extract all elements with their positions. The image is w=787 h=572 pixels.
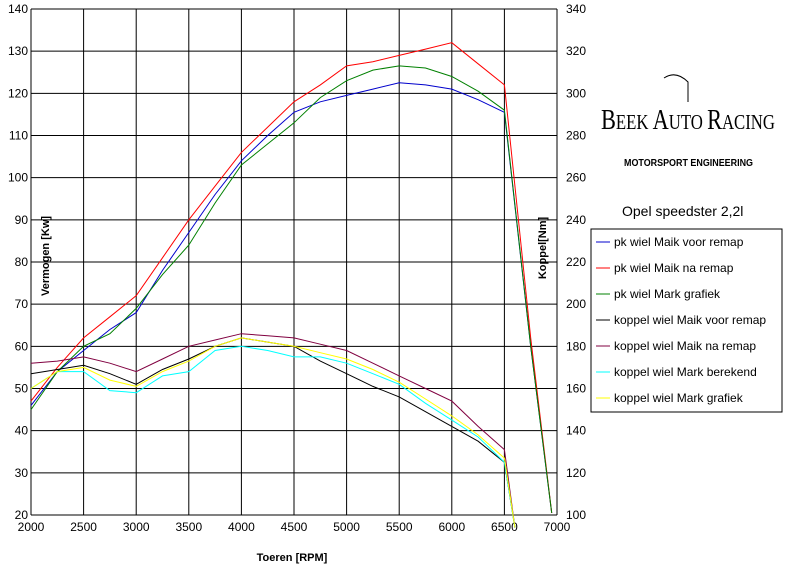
x-tick-label: 4000 — [228, 520, 255, 534]
right-y-axis-label: Koppel[Nm] — [537, 217, 549, 280]
series-line — [30, 42, 553, 513]
legend-entry: pk wiel Maik voor remap — [614, 235, 744, 249]
legend-entry: koppel wiel Mark berekend — [614, 365, 757, 379]
left-y-tick-label: 30 — [15, 466, 29, 480]
legend-entry: pk wiel Maik na remap — [614, 261, 734, 275]
plot-grid — [30, 8, 558, 516]
x-tick-label: 6500 — [491, 520, 518, 534]
series-line — [30, 345, 516, 528]
legend: Opel speedster 2,2l pk wiel Maik voor re… — [590, 203, 783, 413]
left-y-tick-label: 130 — [8, 44, 28, 58]
right-y-tick-label: 300 — [566, 86, 586, 100]
brand-logo: BEEK AUTO RACING MOTORSPORT ENGINEERING — [601, 74, 775, 169]
right-y-tick-label: 260 — [566, 171, 586, 185]
left-y-tick-label: 120 — [8, 86, 28, 100]
legend-box — [590, 228, 783, 413]
left-y-tick-label: 90 — [15, 213, 29, 227]
brand-name: BEEK AUTO RACING — [601, 105, 775, 136]
right-y-tick-label: 340 — [566, 2, 586, 16]
left-y-tick-label: 20 — [15, 508, 29, 522]
left-y-tick-label: 50 — [15, 382, 29, 396]
series-line — [30, 82, 553, 513]
right-y-tick-label: 320 — [566, 44, 586, 58]
x-tick-label: 3500 — [175, 520, 202, 534]
chart-title: Opel speedster 2,2l — [622, 203, 743, 219]
right-y-tick-label: 120 — [566, 466, 586, 480]
plot-area — [30, 42, 553, 528]
x-tick-label: 2500 — [70, 520, 97, 534]
left-y-tick-label: 70 — [15, 297, 29, 311]
x-tick-label: 7000 — [544, 520, 571, 534]
right-y-tick-label: 140 — [566, 424, 586, 438]
legend-entry: koppel wiel Maik na remap — [614, 339, 756, 353]
axis-ticks: 2000 2500 3000 3500 4000 4500 5000 5500 6000 6500… — [8, 2, 586, 534]
x-tick-label: 4500 — [281, 520, 308, 534]
left-y-tick-label: 40 — [15, 424, 29, 438]
series-line — [30, 65, 553, 513]
series-line — [30, 333, 516, 528]
left-y-tick-label: 60 — [15, 339, 29, 353]
x-tick-label: 2000 — [18, 520, 45, 534]
brand-subtitle: MOTORSPORT ENGINEERING — [624, 158, 753, 169]
right-y-tick-label: 200 — [566, 297, 586, 311]
legend-entry: koppel wiel Mark grafiek — [614, 391, 744, 405]
x-tick-label: 5000 — [333, 520, 360, 534]
x-tick-label: 3000 — [123, 520, 150, 534]
right-y-tick-label: 160 — [566, 382, 586, 396]
x-tick-label: 5500 — [386, 520, 413, 534]
left-y-tick-label: 100 — [8, 171, 28, 185]
series-line — [30, 337, 516, 528]
left-y-tick-label: 80 — [15, 255, 29, 269]
right-y-tick-label: 240 — [566, 213, 586, 227]
right-y-tick-label: 280 — [566, 129, 586, 143]
x-tick-label: 6000 — [438, 520, 465, 534]
left-y-tick-label: 140 — [8, 2, 28, 16]
x-axis-label: Toeren [RPM] — [257, 552, 328, 564]
right-y-tick-label: 180 — [566, 339, 586, 353]
right-y-tick-label: 100 — [566, 508, 586, 522]
logo-swoosh-icon — [663, 74, 689, 102]
right-y-tick-label: 220 — [566, 255, 586, 269]
legend-entry: pk wiel Mark grafiek — [614, 287, 721, 301]
left-y-tick-label: 110 — [9, 129, 28, 143]
legend-entry: koppel wiel Maik voor remap — [614, 313, 766, 327]
left-y-axis-label: Vermogen [Kw] — [40, 216, 52, 296]
